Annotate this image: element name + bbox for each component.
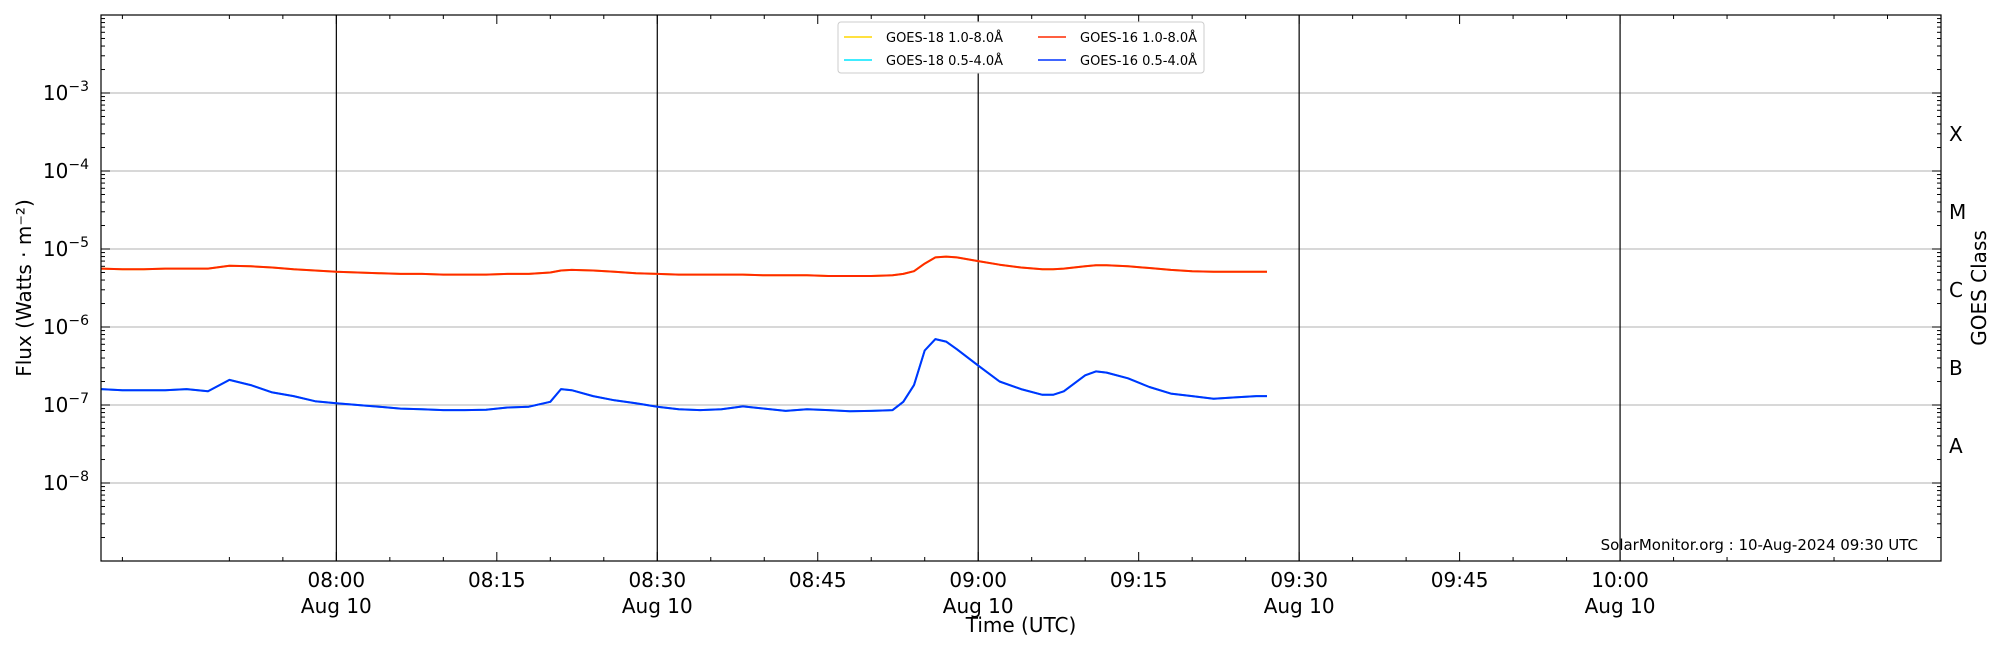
goes-class-label: B — [1949, 356, 1963, 380]
x-tick-label-date: Aug 10 — [1264, 594, 1335, 618]
right-axis-title: GOES Class — [1967, 230, 1991, 346]
x-tick-label-date: Aug 10 — [622, 594, 693, 618]
x-axis-title: Time (UTC) — [965, 613, 1077, 637]
y-tick-label: 10−8 — [43, 469, 89, 495]
x-tick-label-date: Aug 10 — [1585, 594, 1656, 618]
plot-frame — [100, 14, 1942, 562]
grid-layer — [101, 92, 1941, 484]
series-line — [100, 255, 1267, 277]
y-tick-label: 10−6 — [43, 313, 89, 339]
x-tick-label-time: 08:45 — [789, 568, 847, 592]
y-tick-label: 10−5 — [43, 235, 89, 261]
legend-label: GOES-18 0.5-4.0Å — [886, 53, 1003, 69]
y-tick-label: 10−4 — [43, 157, 89, 183]
vertical-line-layer — [335, 15, 1621, 561]
x-tick-label-time: 10:00 — [1591, 568, 1649, 592]
y-tick-label: 10−7 — [43, 391, 89, 417]
x-tick-label-time: 08:15 — [468, 568, 526, 592]
series-line — [100, 338, 1267, 413]
goes-class-label: X — [1949, 122, 1963, 146]
legend-label: GOES-18 1.0-8.0Å — [886, 30, 1003, 46]
y-tick-label: 10−3 — [43, 79, 89, 105]
series-line — [100, 338, 1267, 413]
x-tick-label-time: 09:15 — [1110, 568, 1168, 592]
credit-text: SolarMonitor.org : 10-Aug-2024 09:30 UTC — [1601, 536, 1918, 554]
x-tick-label-date: Aug 10 — [301, 594, 372, 618]
x-tick-label-time: 09:30 — [1270, 568, 1328, 592]
legend-label: GOES-16 0.5-4.0Å — [1080, 53, 1197, 69]
goes-class-label: C — [1949, 278, 1963, 302]
series-layer — [100, 255, 1267, 413]
x-tick-label-time: 09:00 — [949, 568, 1007, 592]
legend-label: GOES-16 1.0-8.0Å — [1080, 30, 1197, 46]
legend: GOES-18 1.0-8.0Å GOES-18 0.5-4.0Å GOES-16 … — [837, 21, 1205, 74]
x-tick-label-date: Aug 10 — [943, 594, 1014, 618]
goes-class-label: M — [1949, 200, 1966, 224]
x-tick-label-time: 08:30 — [628, 568, 686, 592]
x-tick-label-time: 08:00 — [308, 568, 366, 592]
x-tick-label-time: 09:45 — [1431, 568, 1489, 592]
goes-class-label: A — [1949, 434, 1963, 458]
y-axis-title: Flux (Watts · m⁻²) — [12, 199, 36, 377]
tick-layer — [101, 15, 1941, 562]
legend-box — [837, 21, 1205, 74]
